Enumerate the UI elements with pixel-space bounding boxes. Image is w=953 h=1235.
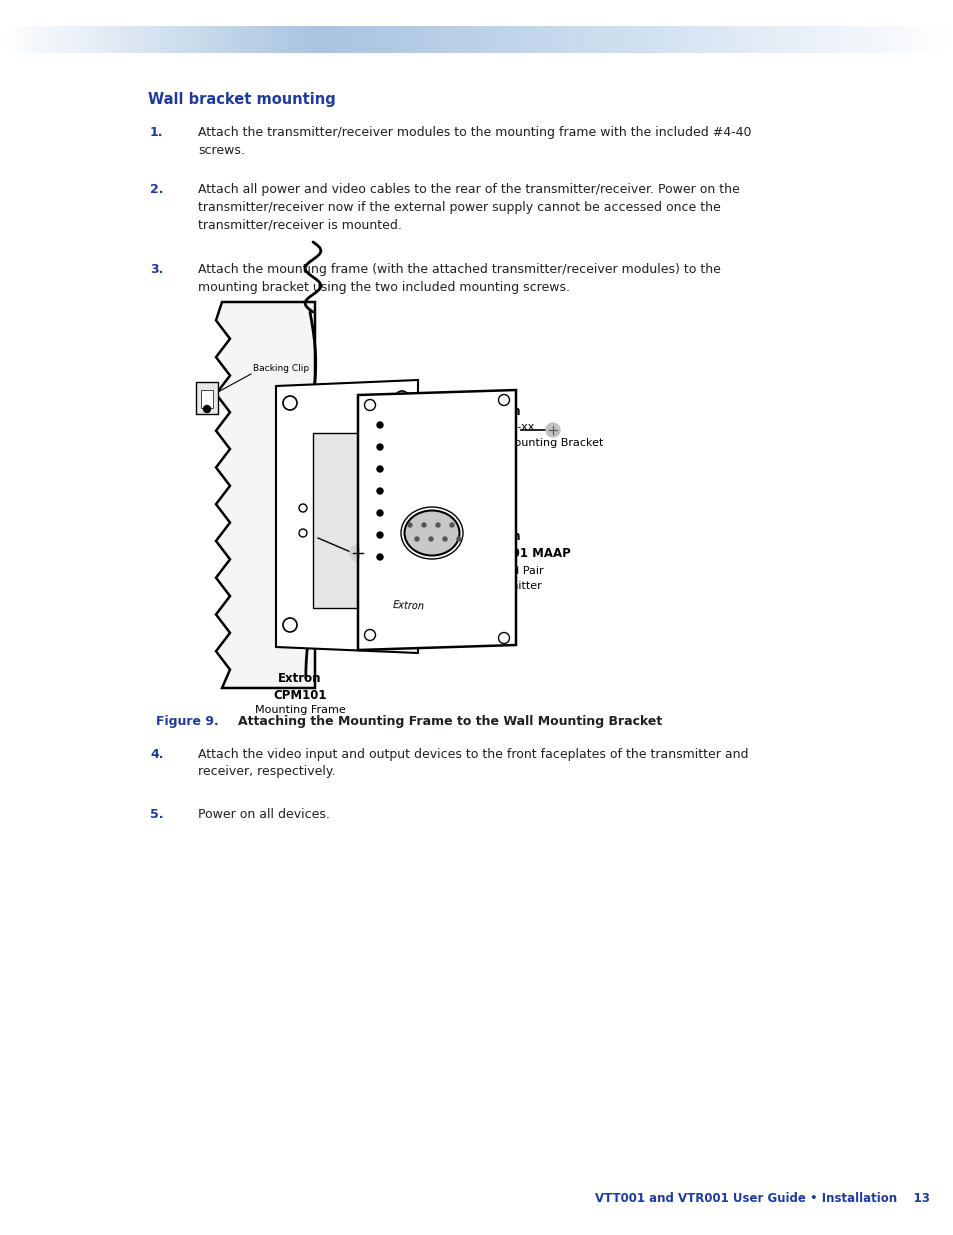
- Text: Attaching the Mounting Frame to the Wall Mounting Bracket: Attaching the Mounting Frame to the Wall…: [237, 715, 661, 727]
- Polygon shape: [215, 303, 314, 688]
- Text: 3.: 3.: [150, 263, 163, 275]
- Text: Mounting Frame: Mounting Frame: [254, 705, 345, 715]
- Text: Figure 9.: Figure 9.: [156, 715, 218, 727]
- Text: 4.: 4.: [150, 748, 163, 761]
- Text: Attach the mounting frame (with the attached transmitter/receiver modules) to th: Attach the mounting frame (with the atta…: [198, 263, 720, 294]
- Text: Backing Clip: Backing Clip: [253, 364, 309, 373]
- Text: Power on all devices.: Power on all devices.: [198, 808, 330, 821]
- Circle shape: [376, 532, 382, 538]
- Circle shape: [436, 522, 439, 527]
- Text: Extron: Extron: [477, 405, 521, 417]
- Text: Wall Mounting Bracket: Wall Mounting Bracket: [477, 438, 602, 448]
- Text: VTT001 and VTR001 User Guide • Installation    13: VTT001 and VTR001 User Guide • Installat…: [595, 1192, 929, 1205]
- Circle shape: [415, 537, 418, 541]
- Circle shape: [350, 545, 366, 561]
- Bar: [201, 390, 213, 408]
- Text: Extron: Extron: [477, 530, 521, 543]
- Polygon shape: [357, 390, 516, 650]
- Text: Twisted Pair: Twisted Pair: [477, 566, 543, 576]
- Circle shape: [376, 422, 382, 429]
- Bar: [195, 382, 218, 414]
- Text: Extron: Extron: [393, 600, 425, 613]
- Circle shape: [376, 555, 382, 559]
- Text: Attach the video input and output devices to the front faceplates of the transmi: Attach the video input and output device…: [198, 748, 748, 778]
- Circle shape: [376, 445, 382, 450]
- Circle shape: [545, 424, 559, 437]
- Text: 5.: 5.: [150, 808, 163, 821]
- Circle shape: [421, 522, 426, 527]
- Text: 2.: 2.: [150, 183, 163, 196]
- Text: Attach all power and video cables to the rear of the transmitter/receiver. Power: Attach all power and video cables to the…: [198, 183, 739, 231]
- Circle shape: [376, 510, 382, 516]
- Text: Attach the transmitter/receiver modules to the mounting frame with the included : Attach the transmitter/receiver modules …: [198, 126, 751, 157]
- Circle shape: [408, 522, 412, 527]
- Text: Extron: Extron: [278, 672, 321, 685]
- Text: Transmitter: Transmitter: [477, 580, 541, 592]
- Bar: [313, 433, 417, 608]
- Text: Wall bracket mounting: Wall bracket mounting: [148, 91, 335, 107]
- Circle shape: [376, 488, 382, 494]
- Circle shape: [376, 466, 382, 472]
- Circle shape: [429, 537, 433, 541]
- Text: 70-163-xx: 70-163-xx: [477, 422, 534, 432]
- Polygon shape: [275, 380, 417, 653]
- Circle shape: [203, 405, 211, 412]
- Circle shape: [442, 537, 447, 541]
- Text: 1.: 1.: [150, 126, 163, 140]
- Text: VTT001 MAAP: VTT001 MAAP: [477, 547, 570, 559]
- Ellipse shape: [404, 510, 459, 556]
- Text: CPM101: CPM101: [273, 689, 327, 701]
- Circle shape: [450, 522, 454, 527]
- Circle shape: [456, 537, 460, 541]
